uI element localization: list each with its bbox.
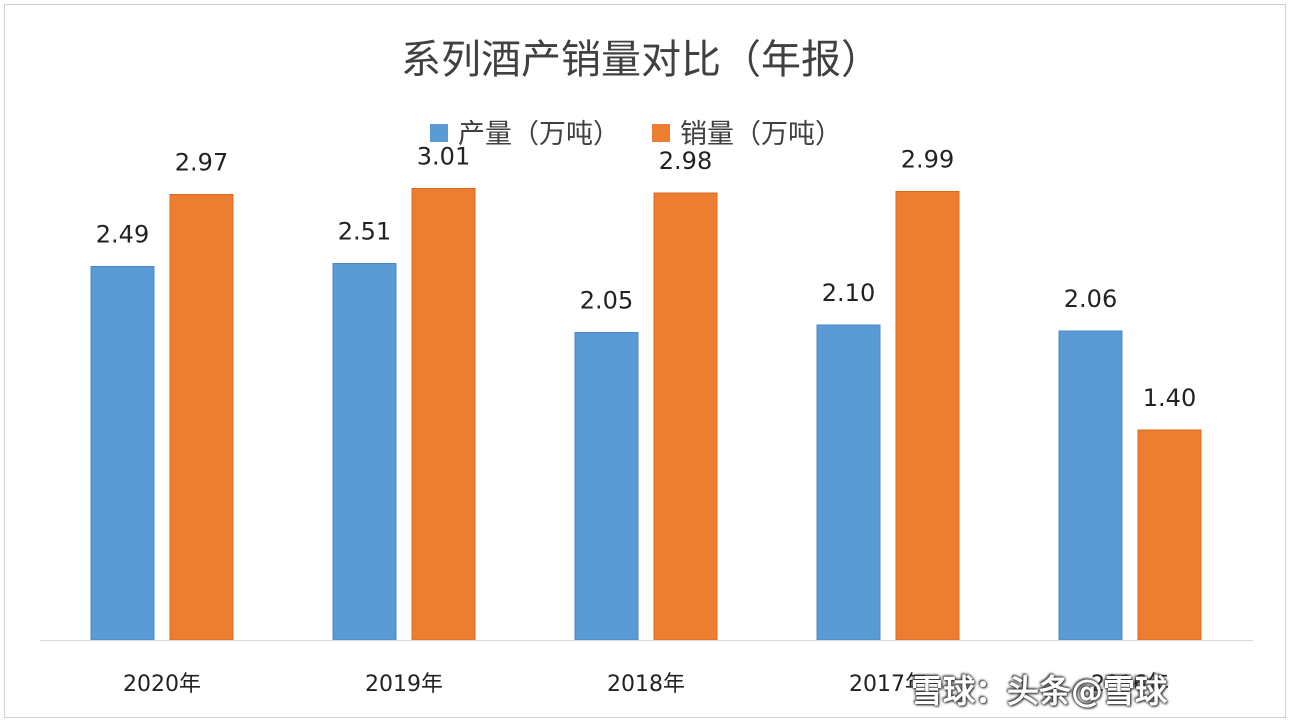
x-tick-label-2: 2019年 [365,672,443,697]
legend-swatch-2 [652,124,670,142]
bar-production-4 [816,324,881,641]
data-label-production-3: 2.05 [580,287,633,315]
data-label-production-5: 2.06 [1064,285,1117,313]
x-tick-label-5: 2016年 [1091,672,1169,697]
bar-chart: 系列酒产销量对比（年报） 产量（万吨） 销量（万吨） 2.49 2.97 2.51 3.… [40,37,1253,697]
bar-production-2 [332,263,397,641]
bar-production-5 [1058,330,1123,641]
bar-sales-3 [653,192,718,641]
data-label-sales-2: 3.01 [417,143,470,171]
chart-title: 系列酒产销量对比（年报） [401,37,881,83]
legend-label-2: 销量（万吨） [680,119,842,150]
data-label-sales-4: 2.99 [901,146,954,174]
data-label-sales-3: 2.98 [659,147,712,175]
bar-sales-4 [895,191,960,641]
x-tick-label-3: 2018年 [607,672,685,697]
data-label-production-2: 2.51 [338,218,391,246]
data-label-sales-1: 2.97 [175,149,228,177]
bar-sales-5 [1137,429,1202,641]
legend-label-1: 产量（万吨） [458,119,620,150]
bar-production-3 [574,332,639,641]
legend-item-1: 产量（万吨） [430,119,620,150]
legend-swatch-1 [430,124,448,142]
legend-item-2: 销量（万吨） [652,119,842,150]
x-tick-label-4: 2017年 [849,672,927,697]
data-labels: 2.49 2.97 2.51 3.01 2.05 2.98 2.10 2.99 2.06 1.40 [96,143,1196,413]
data-label-sales-5: 1.40 [1143,384,1196,412]
data-label-production-4: 2.10 [822,279,875,307]
x-tick-label-1: 2020年 [123,672,201,697]
chart-frame: 系列酒产销量对比（年报） 产量（万吨） 销量（万吨） 2.49 2.97 2.51 3.… [4,4,1286,718]
bars [90,188,1202,641]
watermark: 雪球：头条@雪球 [911,672,1168,710]
x-axis-ticks: 2020年 2019年 2018年 2017年 2016年 [123,672,1169,697]
bar-sales-1 [169,194,234,641]
bar-sales-2 [411,188,476,641]
bar-production-1 [90,266,155,641]
legend: 产量（万吨） 销量（万吨） [430,119,842,150]
data-label-production-1: 2.49 [96,221,149,249]
